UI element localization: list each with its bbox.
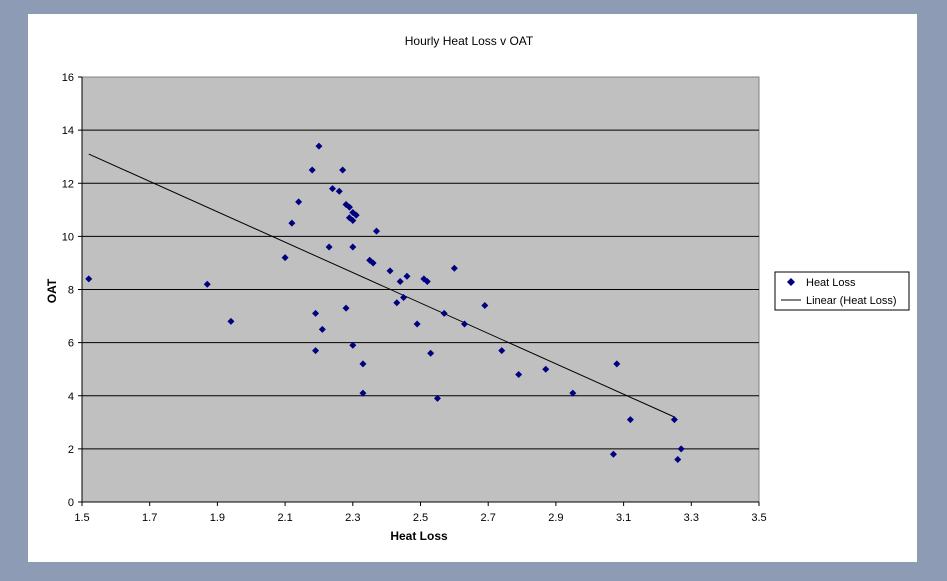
data-point (423, 278, 431, 286)
x-axis-title: Heat Loss (390, 529, 448, 543)
scatter-chart: Hourly Heat Loss v OAT 1.5 1.7 1.9 2.1 2.3 2.… (45, 34, 910, 543)
data-point (396, 278, 404, 286)
data-point (203, 280, 211, 288)
trendline-group (88, 153, 675, 418)
x-tick-label: 1.5 (74, 512, 89, 524)
data-point (328, 185, 336, 193)
chart-title: Hourly Heat Loss v OAT (405, 34, 534, 48)
data-point (386, 267, 394, 275)
data-point (339, 166, 347, 174)
data-point (312, 309, 320, 317)
x-tick-label: 3.5 (751, 512, 766, 524)
y-tick-label: 0 (68, 497, 74, 509)
data-point (312, 347, 320, 355)
data-point (342, 304, 350, 312)
data-point (609, 450, 617, 458)
x-tick-label: 2.3 (345, 512, 360, 524)
data-point (335, 187, 343, 195)
legend-label-linear: Linear (Heat Loss) (806, 295, 897, 307)
legend: Heat Loss Linear (Heat Loss) (774, 271, 910, 311)
data-point (515, 371, 523, 378)
data-point (461, 320, 469, 328)
y-tick-label: 2 (68, 444, 74, 456)
y-axis-title: OAT (45, 278, 59, 303)
y-tick-label: 12 (62, 178, 74, 190)
data-point (400, 293, 408, 301)
x-tick-label: 3.3 (684, 512, 699, 524)
x-axis-ticks: 1.5 1.7 1.9 2.1 2.3 2.5 2.7 2.9 3.1 3.3 3.5 (74, 502, 767, 524)
data-point (498, 347, 506, 355)
data-point (674, 456, 682, 463)
data-point (349, 243, 357, 251)
data-point (569, 389, 577, 397)
data-points (85, 142, 685, 463)
y-tick-label: 6 (68, 338, 74, 350)
data-point (349, 216, 357, 224)
data-point (450, 264, 458, 272)
legend-diamond-marker (787, 278, 795, 286)
x-tick-label: 2.5 (413, 512, 428, 524)
data-point (349, 341, 357, 349)
y-axis-ticks: 0 2 4 6 8 10 12 14 16 (62, 72, 82, 509)
data-point (413, 320, 421, 328)
chart-area: Hourly Heat Loss v OAT 1.5 1.7 1.9 2.1 2.3 2.… (28, 14, 917, 562)
data-point (369, 259, 377, 267)
data-point (85, 275, 93, 283)
y-tick-label: 16 (62, 72, 74, 84)
data-point (542, 365, 550, 373)
data-point (281, 254, 289, 262)
trendline-linear (88, 153, 675, 418)
x-tick-label: 1.7 (142, 512, 157, 524)
x-tick-label: 3.1 (616, 512, 631, 524)
data-point (677, 445, 685, 453)
y-tick-label: 8 (68, 285, 74, 297)
data-point (227, 317, 235, 325)
x-tick-label: 2.9 (548, 512, 563, 524)
y-tick-label: 14 (62, 125, 74, 137)
data-point (295, 198, 303, 206)
data-point (372, 227, 380, 235)
x-tick-label: 2.7 (481, 512, 496, 524)
data-point (393, 299, 401, 307)
data-point (288, 219, 296, 227)
x-tick-label: 2.1 (277, 512, 292, 524)
data-point (433, 394, 441, 402)
x-tick-label: 1.9 (210, 512, 225, 524)
data-point (626, 416, 634, 424)
data-point (325, 243, 333, 251)
data-point (345, 203, 353, 211)
data-point (481, 301, 489, 309)
gridlines (82, 129, 759, 450)
legend-label-heat-loss: Heat Loss (806, 277, 856, 289)
data-point (308, 166, 316, 174)
data-point (352, 211, 360, 219)
data-point (670, 416, 678, 424)
data-point (359, 360, 367, 368)
data-point (403, 272, 411, 280)
data-point (318, 325, 326, 333)
data-point (613, 360, 621, 368)
data-point (440, 309, 448, 317)
y-tick-label: 4 (68, 391, 74, 403)
legend-box (774, 271, 910, 311)
data-point (315, 142, 323, 150)
data-point (359, 389, 367, 397)
y-tick-label: 10 (62, 231, 74, 243)
data-point (427, 349, 435, 357)
